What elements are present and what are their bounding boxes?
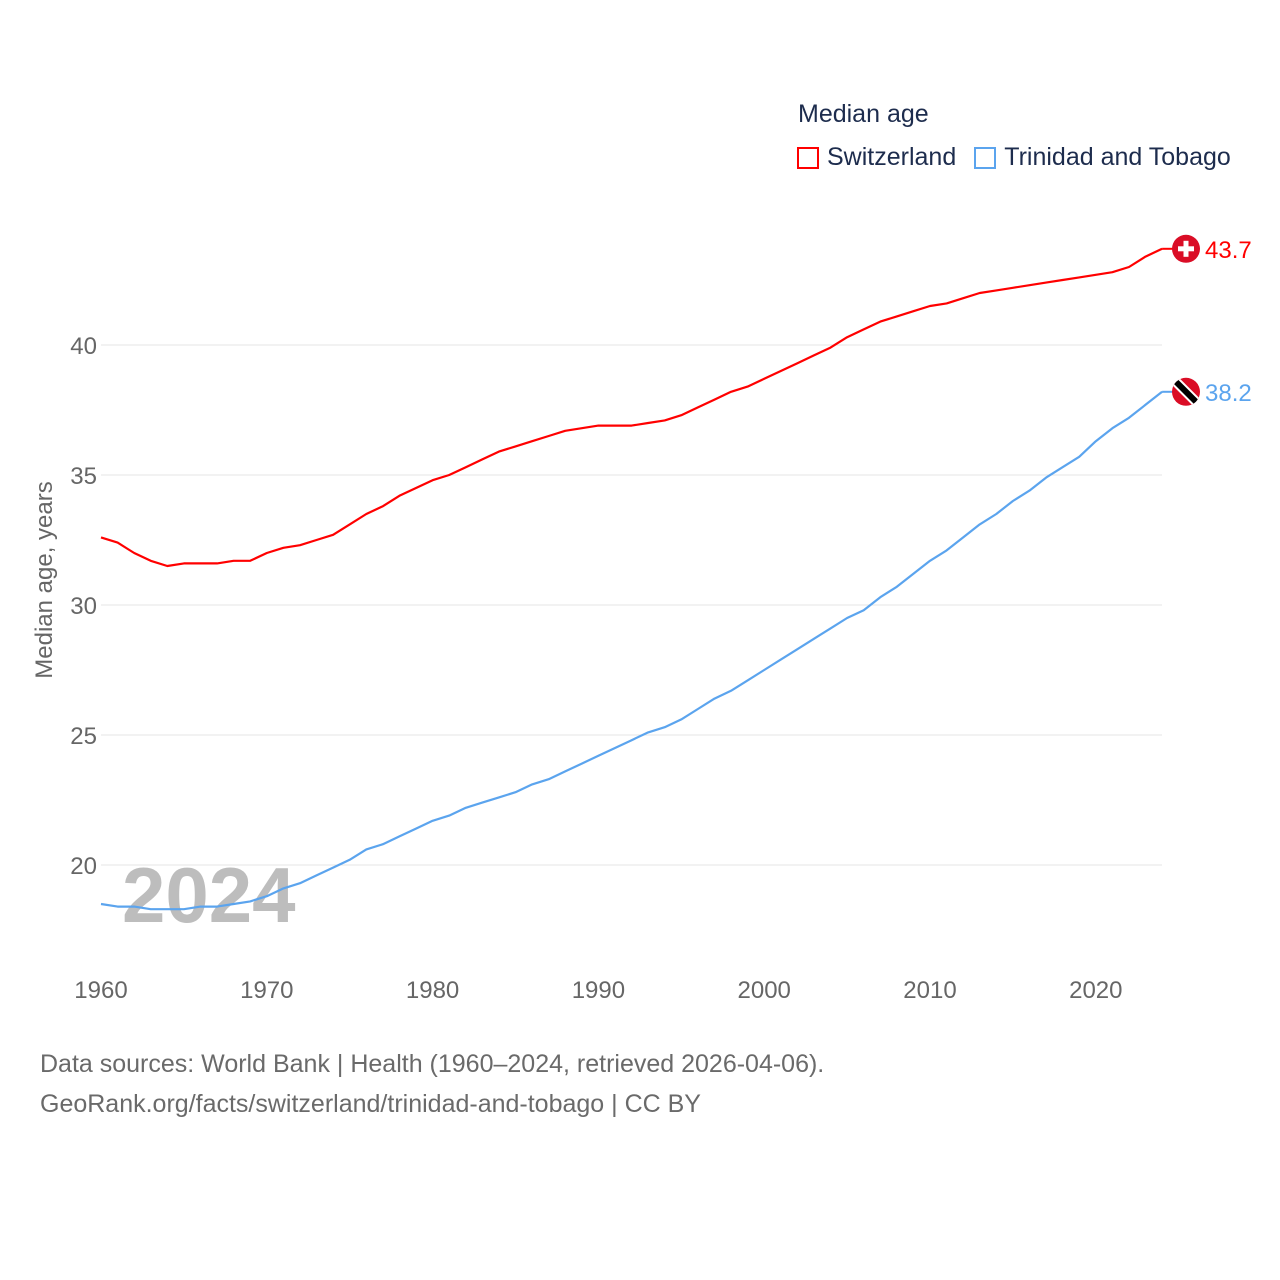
y-axis-label: Median age, years: [31, 481, 58, 678]
x-tick-label: 1980: [406, 977, 459, 1004]
x-tick-label: 1990: [572, 977, 625, 1004]
legend-item-switzerland[interactable]: Switzerland: [797, 143, 956, 172]
legend-swatch-trinidad-and-tobago: [974, 146, 997, 169]
y-tick-label: 40: [70, 333, 97, 360]
y-tick-label: 25: [70, 723, 97, 750]
year-watermark: 2024: [122, 851, 296, 939]
legend-label: Trinidad and Tobago: [1004, 143, 1231, 171]
x-tick-label: 2000: [738, 977, 791, 1004]
data-source-note: Data sources: World Bank | Health (1960–…: [40, 1050, 825, 1078]
y-tick-label: 20: [70, 853, 97, 880]
legend-title: Median age: [798, 100, 929, 128]
legend: Switzerland Trinidad and Tobago: [797, 143, 1249, 172]
series-line-switzerland: [100, 247, 1163, 568]
x-tick-label: 2020: [1069, 977, 1122, 1004]
x-tick-label: 1960: [74, 977, 127, 1004]
flag-stripe-black: [1172, 377, 1200, 406]
series-line-trinidad-and-tobago: [100, 390, 1163, 911]
y-tick-label: 30: [70, 593, 97, 620]
legend-swatch-switzerland: [797, 146, 819, 169]
y-tick-label: 35: [70, 463, 97, 490]
x-tick-label: 1970: [240, 977, 293, 1004]
flag-cross: [1178, 246, 1194, 252]
x-tick-label: 2010: [903, 977, 956, 1004]
end-value-label: 43.7: [1205, 237, 1252, 264]
legend-item-trinidad-and-tobago[interactable]: Trinidad and Tobago: [974, 143, 1231, 172]
source-link[interactable]: GeoRank.org/facts/switzerland/trinidad-a…: [40, 1090, 701, 1118]
end-value-label: 38.2: [1205, 380, 1252, 407]
footer: Data sources: World Bank | Health (1960–…: [40, 1044, 824, 1124]
legend-label: Switzerland: [827, 143, 957, 171]
